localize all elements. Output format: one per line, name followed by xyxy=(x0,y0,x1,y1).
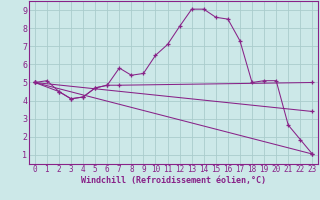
X-axis label: Windchill (Refroidissement éolien,°C): Windchill (Refroidissement éolien,°C) xyxy=(81,176,266,185)
